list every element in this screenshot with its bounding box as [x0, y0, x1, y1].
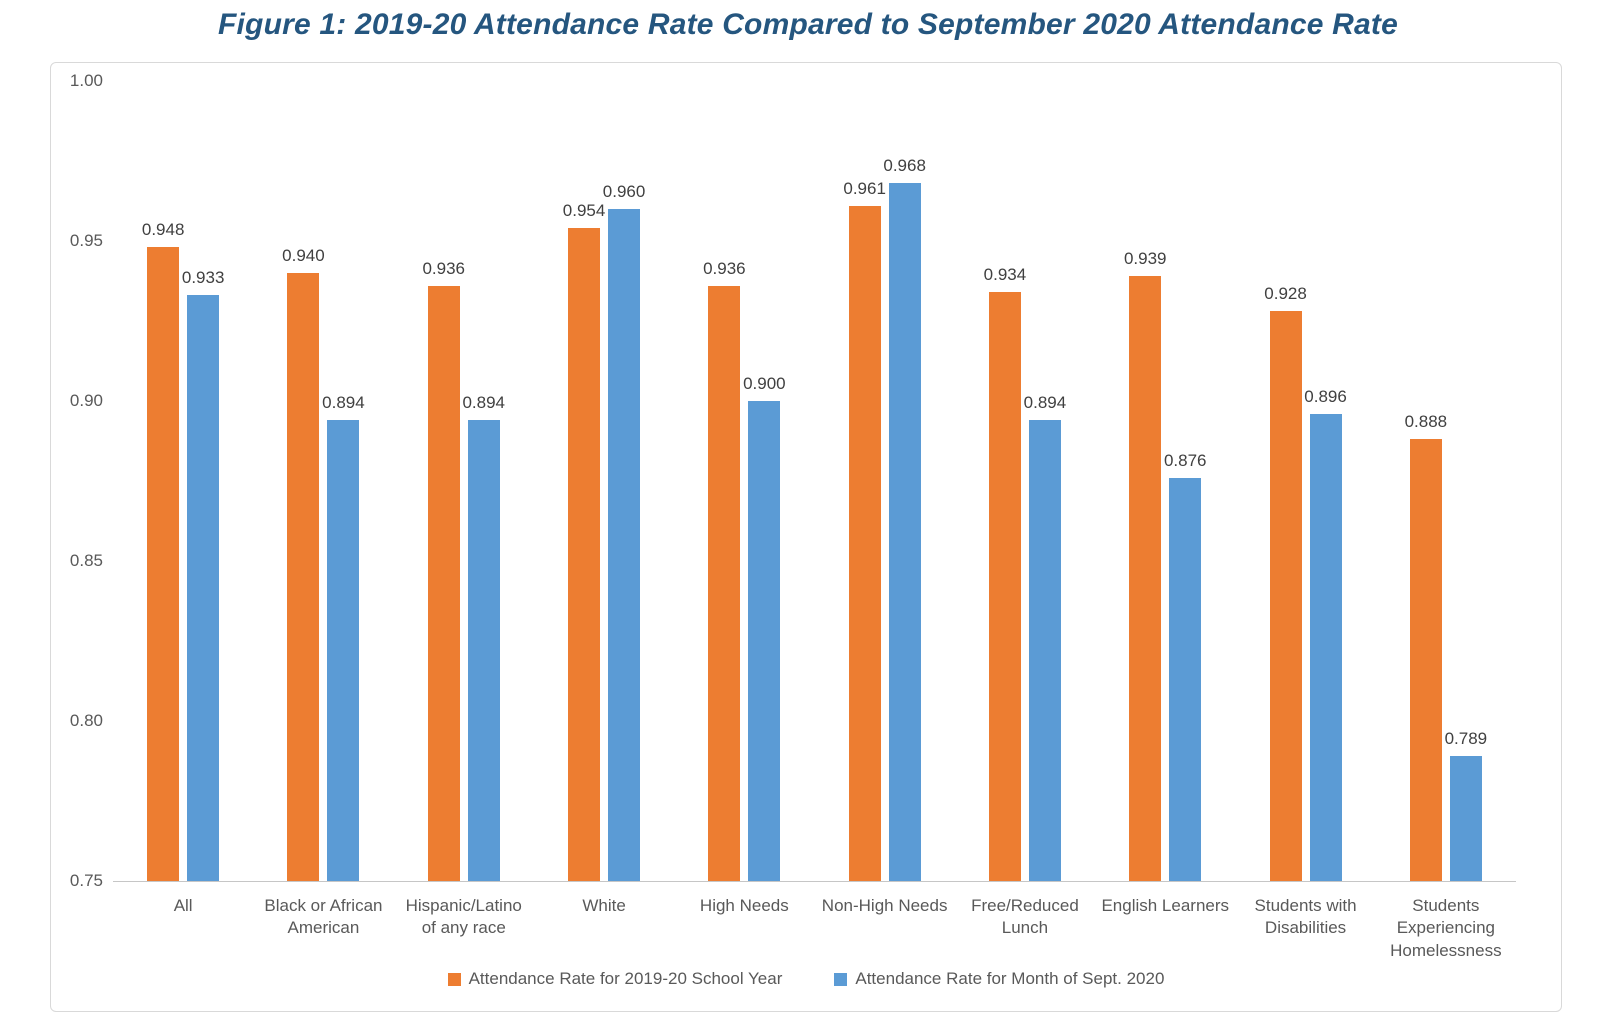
y-axis-tick-label: 0.80 [69, 711, 103, 730]
bar-school-year-6 [848, 205, 881, 881]
x-axis-category-label: Students Experiencing Homelessness [1390, 896, 1502, 960]
bar-sept-2020-8 [1169, 477, 1202, 881]
bar-sept-2020-1 [187, 295, 220, 881]
bar-value-label: 0.894 [322, 393, 365, 413]
x-axis-category-label: Free/Reduced Lunch [971, 896, 1079, 938]
legend: Attendance Rate for 2019-20 School Year A… [51, 969, 1561, 989]
y-axis-tick-label: 0.85 [69, 551, 103, 570]
bar-sept-2020-2 [327, 420, 360, 881]
plot-area: 0.75 0.80 0.85 0.90 0.95 1.00 0.948 0.933 All 0.9… [51, 63, 1561, 1011]
legend-item: Attendance Rate for Month of Sept. 2020 [834, 969, 1164, 989]
bar-sept-2020-3 [467, 420, 500, 881]
bar-sept-2020-10 [1449, 756, 1482, 881]
bar-value-label: 0.896 [1304, 386, 1347, 406]
bar-sept-2020-9 [1309, 413, 1342, 881]
x-axis-category-label: Non-High Needs [821, 896, 948, 915]
bar-value-label: 0.888 [1404, 412, 1448, 432]
bar-value-label: 0.954 [562, 201, 606, 221]
x-axis-category-label: All [173, 896, 193, 915]
bar-value-label: 0.789 [1444, 729, 1488, 749]
bar-value-label: 0.961 [843, 178, 886, 198]
x-axis-line [113, 881, 1516, 882]
bar-school-year-2 [287, 273, 320, 881]
legend-label: Attendance Rate for Month of Sept. 2020 [855, 969, 1165, 988]
bar-sept-2020-6 [888, 183, 921, 881]
bar-value-label: 0.936 [422, 258, 466, 278]
x-axis-category-label: Hispanic/Latino of any race [405, 896, 522, 938]
bar-value-label: 0.936 [703, 258, 746, 278]
x-axis-category-label: High Needs [699, 896, 789, 915]
bar-school-year-9 [1269, 311, 1302, 881]
x-axis-category-label: English Learners [1101, 896, 1230, 915]
x-axis-category-label: White [582, 896, 626, 915]
bar-school-year-3 [427, 285, 460, 881]
y-axis-tick-label: 0.90 [69, 391, 103, 410]
bar-value-label: 0.876 [1163, 450, 1207, 470]
legend-swatch-icon [834, 972, 848, 986]
y-axis-tick-label: 0.75 [69, 871, 103, 890]
bar-value-label: 0.934 [983, 265, 1027, 285]
bar-school-year-8 [1129, 276, 1162, 881]
bar-value-label: 0.968 [883, 156, 926, 176]
y-axis-tick-label: 1.00 [69, 71, 103, 90]
bar-sept-2020-5 [748, 401, 781, 881]
bar-sept-2020-4 [608, 209, 641, 881]
legend-label: Attendance Rate for 2019-20 School Year [468, 969, 783, 988]
bar-school-year-5 [708, 285, 741, 881]
legend-swatch-icon [447, 972, 461, 986]
bar-value-label: 0.940 [282, 246, 325, 265]
y-axis-tick-label: 0.95 [69, 231, 103, 250]
bar-value-label: 0.928 [1264, 284, 1307, 304]
legend-item: Attendance Rate for 2019-20 School Year [447, 969, 783, 989]
x-axis-category-label: Students with Disabilities [1254, 896, 1357, 938]
bar-school-year-10 [1409, 439, 1442, 881]
bar-value-label: 0.894 [462, 393, 506, 413]
x-axis-category-label: Black or African American [264, 896, 383, 938]
bar-value-label: 0.933 [181, 268, 225, 288]
bar-school-year-7 [988, 292, 1021, 881]
bar-school-year-4 [568, 228, 601, 881]
bar-value-label: 0.900 [743, 374, 786, 393]
bar-sept-2020-7 [1028, 420, 1061, 881]
bar-value-label: 0.894 [1023, 393, 1067, 413]
bar-value-label: 0.939 [1123, 249, 1167, 269]
bar-value-label: 0.960 [602, 182, 646, 201]
bar-value-label: 0.948 [141, 220, 185, 240]
chart-area: 0.75 0.80 0.85 0.90 0.95 1.00 0.948 0.933 All 0.9… [50, 62, 1562, 1012]
bar-school-year-1 [147, 247, 180, 881]
chart-title: Figure 1: 2019-20 Attendance Rate Compar… [218, 8, 1398, 41]
